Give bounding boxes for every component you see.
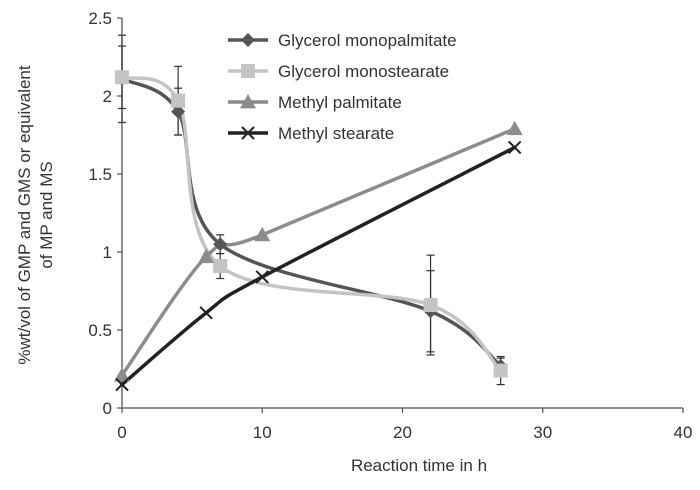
data-point-glycerol-monostearate xyxy=(493,363,508,378)
data-point-glycerol-monopalmitate xyxy=(171,104,186,119)
legend-item-glycerol-monostearate: Glycerol monostearate xyxy=(228,62,449,81)
legend-item-methyl-stearate: Methyl stearate xyxy=(228,124,394,143)
data-point-methyl-palmitate xyxy=(506,120,523,136)
x-marker-stroke xyxy=(255,270,269,284)
legend-label: Methyl stearate xyxy=(278,124,394,143)
series-line-methyl-stearate xyxy=(120,145,517,387)
legend-item-methyl-palmitate: Methyl palmitate xyxy=(228,93,402,112)
data-point-glycerol-monopalmitate xyxy=(213,237,228,252)
x-axis-title: Reaction time in h xyxy=(351,456,487,475)
legend-item-glycerol-monopalmitate: Glycerol monopalmitate xyxy=(228,31,457,50)
y-axis-title-line-1: %wt/vol of GMP and GMS or equivalent xyxy=(15,65,34,364)
data-point-methyl-stearate xyxy=(255,270,269,284)
x-marker-stroke xyxy=(507,140,522,155)
data-point-methyl-palmitate xyxy=(114,367,130,382)
data-point-methyl-stearate xyxy=(115,377,129,392)
y-axis-title-line-2: of MP and MS xyxy=(37,161,56,268)
y-tick-label: 2.5 xyxy=(88,9,112,28)
legend-label: Glycerol monostearate xyxy=(278,62,449,81)
data-point-methyl-palmitate xyxy=(198,248,215,264)
legend-label: Methyl palmitate xyxy=(278,93,402,112)
series-markers xyxy=(114,70,523,392)
data-point-glycerol-monostearate xyxy=(171,93,186,108)
error-bars xyxy=(118,34,505,386)
y-tick-label: 0 xyxy=(103,399,112,418)
legend-marker xyxy=(240,94,256,109)
series-line-glycerol-monostearate xyxy=(120,75,503,373)
x-tick-label: 10 xyxy=(253,423,272,442)
y-tick-label: 2 xyxy=(103,87,112,106)
data-point-methyl-stearate xyxy=(199,306,213,320)
data-point-glycerol-monostearate xyxy=(115,70,129,85)
series-line-methyl-palmitate xyxy=(120,127,517,377)
legend-marker xyxy=(241,126,255,140)
x-tick-label: 20 xyxy=(393,423,412,442)
data-point-glycerol-monostearate xyxy=(213,259,228,274)
y-tick-label: 1 xyxy=(103,243,112,262)
legend-marker xyxy=(241,33,255,47)
legend: Glycerol monopalmitate Glycerol monostear… xyxy=(228,31,457,143)
x-marker-stroke xyxy=(241,126,255,140)
x-marker-stroke xyxy=(199,306,213,320)
legend-marker xyxy=(241,64,255,78)
series-line-glycerol-monopalmitate xyxy=(120,77,503,368)
axis-ticks xyxy=(117,17,684,413)
y-tick-label: 1.5 xyxy=(88,165,112,184)
x-tick-label: 40 xyxy=(674,423,693,442)
legend-label: Glycerol monopalmitate xyxy=(278,31,457,50)
plot-area xyxy=(114,17,684,413)
data-point-methyl-palmitate xyxy=(254,226,271,242)
data-point-methyl-stearate xyxy=(507,140,522,155)
x-tick-label: 0 xyxy=(117,423,126,442)
y-tick-label: 0.5 xyxy=(88,321,112,340)
x-tick-label: 30 xyxy=(533,423,552,442)
x-marker-stroke xyxy=(115,377,129,392)
data-point-glycerol-monostearate xyxy=(423,298,438,313)
